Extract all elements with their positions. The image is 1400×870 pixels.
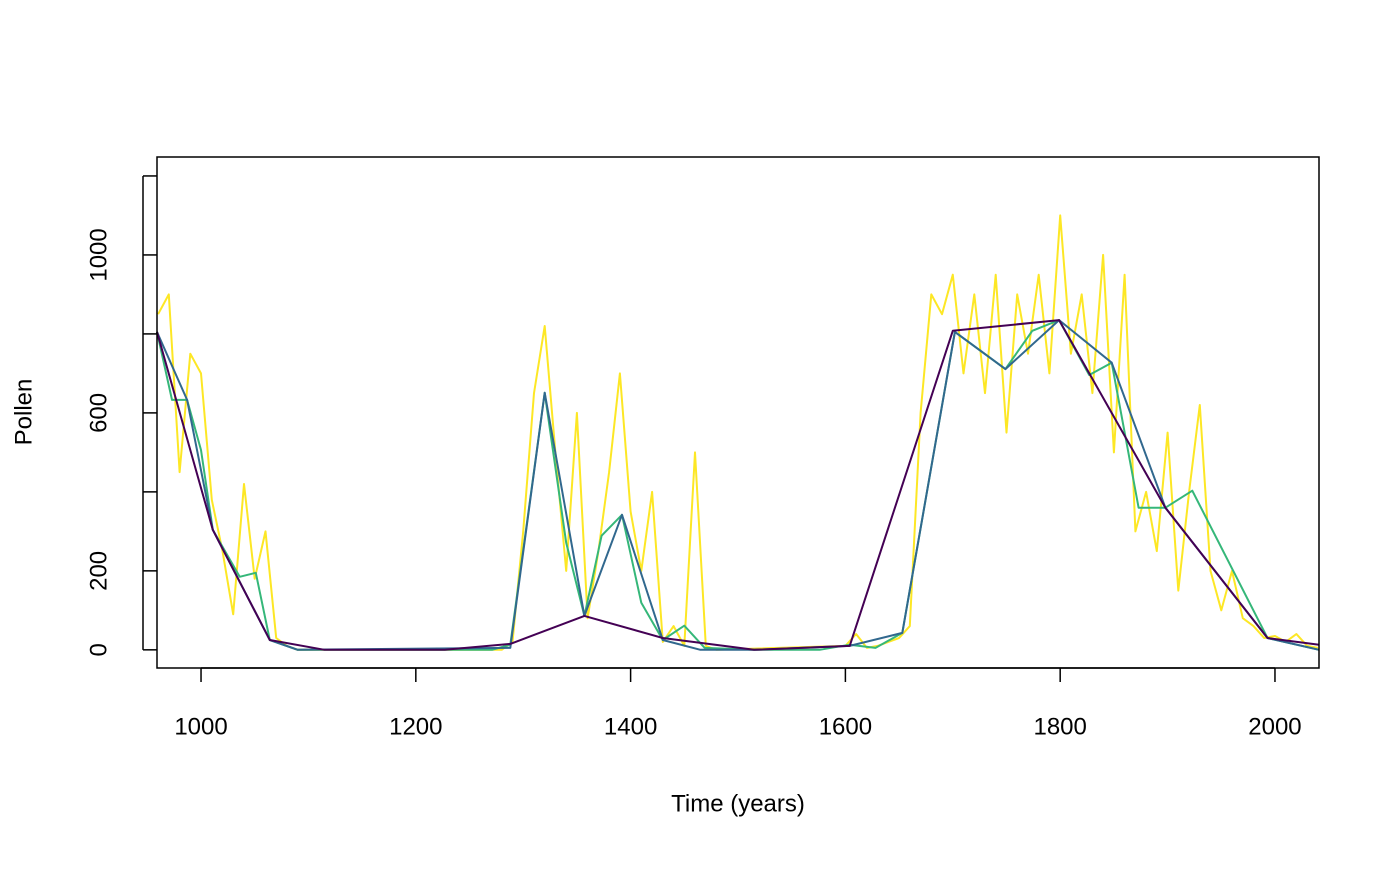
x-axis-label: Time (years)	[671, 790, 805, 817]
y-tick-label: 0	[85, 643, 112, 656]
y-axis-label: Pollen	[10, 379, 37, 446]
y-tick-label: 600	[85, 393, 112, 433]
series-line	[156, 319, 1320, 651]
y-tick-label: 200	[85, 551, 112, 591]
x-tick-label: 2000	[1248, 713, 1301, 740]
series-line	[157, 214, 1319, 651]
x-tick-label: 1000	[174, 713, 227, 740]
series-line	[156, 319, 1320, 651]
y-tick-label: 1000	[85, 228, 112, 281]
plot-frame	[156, 156, 1320, 669]
x-tick-label: 1400	[604, 713, 657, 740]
series-line	[156, 319, 1320, 651]
x-tick-label: 1600	[819, 713, 872, 740]
x-tick-label: 1200	[389, 713, 442, 740]
x-tick-label: 1800	[1033, 713, 1086, 740]
